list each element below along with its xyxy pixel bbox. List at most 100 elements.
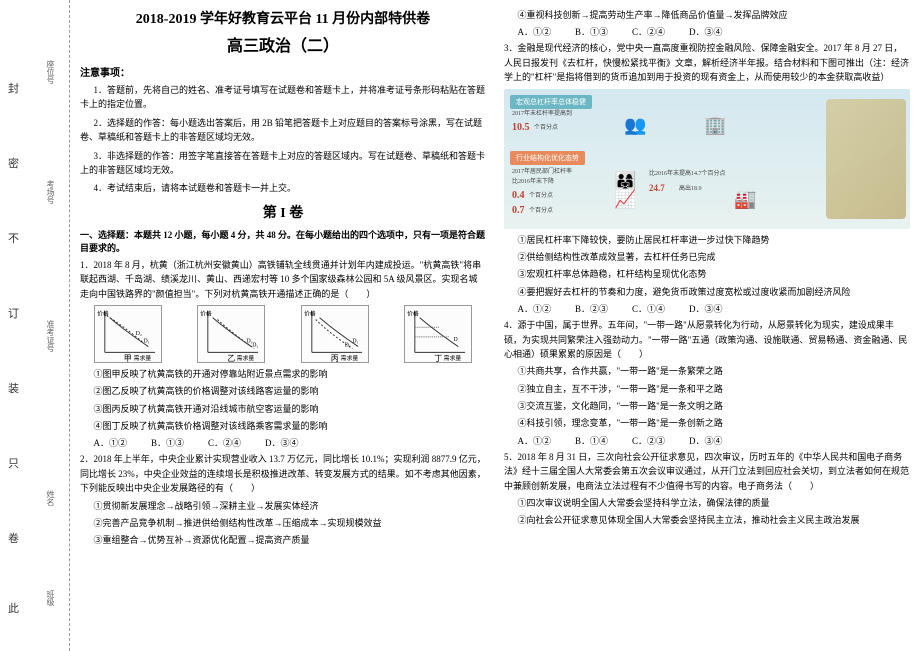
chart-label: 丙 bbox=[331, 353, 339, 364]
info-text: 个百分点 bbox=[534, 125, 558, 133]
q3-options: A．①② B．②③ C．①④ D．③④ bbox=[518, 302, 911, 315]
section-1-desc: 一、选择题：本题共 12 小题，每小题 4 分，共 48 分。在每小题给出的四个… bbox=[80, 228, 486, 254]
notice-item: 4．考试结束后，请将本试题卷和答题卡一并上交。 bbox=[80, 181, 486, 195]
q1-line: ③图丙反映了杭黄高铁开通对沿线城市航空客运量的影响 bbox=[80, 402, 486, 416]
svg-text:D₁: D₁ bbox=[352, 339, 358, 345]
q1-line: ①图甲反映了杭黄高铁的开通对停靠站附近景点需求的影响 bbox=[80, 367, 486, 381]
chart-yi: D₁D₂价格需求量 乙 bbox=[197, 305, 265, 363]
notice-item: 3．非选择题的作答：用签字笔直接答在答题卡上对应的答题区域内。写在试题卷、草稿纸… bbox=[80, 149, 486, 178]
chart-label: 丁 bbox=[434, 353, 442, 364]
side-field-seat: 座位号 bbox=[45, 60, 56, 84]
svg-text:价格: 价格 bbox=[200, 310, 212, 318]
opt-d: D．③④ bbox=[689, 25, 723, 38]
svg-text:价格: 价格 bbox=[97, 310, 109, 318]
exam-header: 2018-2019 学年好教育云平台 11 月份内部特供卷 bbox=[80, 8, 486, 28]
q4-line: ③交流互鉴，文化趋同，"一带一路"是一条文明之路 bbox=[504, 399, 910, 413]
svg-text:D₂: D₂ bbox=[344, 342, 350, 348]
coin-stack-icon bbox=[826, 99, 906, 219]
q4-stem: 4．源于中国，属于世界。五年间，"一带一路"从愿景转化为行动，从愿景转化为现实，… bbox=[504, 318, 910, 361]
opt-a: A．①② bbox=[94, 436, 128, 449]
chart-label: 乙 bbox=[227, 353, 235, 364]
svg-text:价格: 价格 bbox=[304, 310, 316, 318]
opt-a: A．①② bbox=[518, 302, 552, 315]
info-value: 0.4 bbox=[512, 189, 525, 202]
side-field-room: 考场号 bbox=[45, 180, 56, 204]
side-marker: 装 bbox=[8, 380, 19, 396]
opt-b: B．①③ bbox=[151, 436, 184, 449]
side-marker: 密 bbox=[8, 155, 19, 171]
opt-b: B．①④ bbox=[575, 434, 608, 447]
info-band: 行业结构化优化态势 bbox=[510, 151, 585, 165]
opt-d: D．③④ bbox=[689, 434, 723, 447]
q3-line: ①居民杠杆率下降较快，要防止居民杠杆率进一步过快下降趋势 bbox=[504, 233, 910, 247]
opt-c: C．①④ bbox=[632, 302, 665, 315]
opt-c: C．②④ bbox=[632, 25, 665, 38]
q1-stem: 1．2018 年 8 月，杭黄（浙江杭州安徽黄山）高铁铺轨全线贯通并计划年内建成… bbox=[80, 258, 486, 301]
content-area: 2018-2019 学年好教育云平台 11 月份内部特供卷 高三政治（二） 注意… bbox=[80, 8, 910, 551]
svg-text:D₂: D₂ bbox=[252, 342, 258, 348]
info-value: 10.5 bbox=[512, 121, 530, 134]
info-text: 比2016年末提高14.7个百分点 bbox=[649, 171, 726, 179]
q3-line: ②供给侧结构性改革成效显著，去杠杆任务已完成 bbox=[504, 250, 910, 264]
svg-text:D: D bbox=[454, 337, 458, 343]
q2-stem: 2．2018 年上半年，中央企业累计实现营业收入 13.7 万亿元，同比增长 1… bbox=[80, 452, 486, 495]
section-1-title: 第 I 卷 bbox=[80, 202, 486, 222]
svg-text:D₂: D₂ bbox=[135, 331, 141, 337]
svg-text:需求量: 需求量 bbox=[237, 354, 255, 362]
info-text: 2017年末杠杆率提高到 bbox=[512, 111, 572, 119]
info-text: 高出18.9 bbox=[679, 186, 702, 194]
opt-c: C．②③ bbox=[632, 434, 665, 447]
building-icon: 🏢 bbox=[704, 115, 726, 136]
side-marker: 封 bbox=[8, 80, 19, 96]
right-column: ④重视科技创新→提高劳动生产率→降低商品价值量→发挥品牌效应 A．①② B．①③… bbox=[504, 8, 910, 551]
trend-icon: 📈 bbox=[614, 189, 636, 210]
q3-line: ④要把握好去杠杆的节奏和力度，避免货币政策过度宽松或过度收紧而加剧经济风险 bbox=[504, 285, 910, 299]
notice-item: 2．选择题的作答：每小题选出答案后，用 2B 铅笔把答题卡上对应题目的答案标号涂… bbox=[80, 116, 486, 145]
q2-options: A．①② B．①③ C．②④ D．③④ bbox=[518, 25, 911, 38]
side-marker: 卷 bbox=[8, 530, 19, 546]
q1-charts: D₁D₂价格需求量 甲 D₁D₂价格需求量 乙 D₁D₂价格需求量 丙 D价格需… bbox=[80, 305, 486, 363]
info-text: 个百分点 bbox=[529, 193, 553, 201]
q3-infographic: 宏观总杠杆率总体稳健 2017年末杠杆率提高到 10.5 个百分点 👥 🏢 行业… bbox=[504, 89, 910, 229]
side-field-idnum: 准考证号 bbox=[45, 320, 56, 352]
q2-line: ①贯彻新发展理念→战略引领→深耕主业→发展实体经济 bbox=[80, 499, 486, 513]
side-marker: 不 bbox=[8, 230, 19, 246]
side-field-class: 班级 bbox=[45, 590, 56, 606]
info-value: 24.7 bbox=[649, 183, 665, 195]
q5-line: ②向社会公开征求意见体现全国人大常委会坚持民主立法，推动社会主义民主政治发展 bbox=[504, 513, 910, 527]
notice-item: 1．答题前，先将自己的姓名、准考证号填写在试题卷和答题卡上，并将准考证号条形码粘… bbox=[80, 83, 486, 112]
info-text: 比2016年末下降 bbox=[512, 179, 554, 187]
svg-text:需求量: 需求量 bbox=[341, 354, 359, 362]
q1-options: A．①② B．①③ C．②④ D．③④ bbox=[94, 436, 487, 449]
q5-stem: 5．2018 年 8 月 31 日，三次向社会公开征求意见，四次审议，历时五年的… bbox=[504, 450, 910, 493]
svg-text:价格: 价格 bbox=[407, 310, 419, 318]
opt-b: B．①③ bbox=[575, 25, 608, 38]
svg-text:需求量: 需求量 bbox=[444, 354, 462, 362]
q4-line: ④科技引领，理念变革，"一带一路"是一条创新之路 bbox=[504, 416, 910, 430]
info-text: 2017年居民部门杠杆率 bbox=[512, 169, 572, 177]
exam-subtitle: 高三政治（二） bbox=[80, 32, 486, 56]
info-value: 0.7 bbox=[512, 204, 525, 217]
svg-text:需求量: 需求量 bbox=[134, 354, 152, 362]
q1-line: ②图乙反映了杭黄高铁的价格调整对该线路客运量的影响 bbox=[80, 384, 486, 398]
opt-a: A．①② bbox=[518, 434, 552, 447]
side-marker: 只 bbox=[8, 455, 19, 471]
chart-ding: D 价格需求量 丁 bbox=[404, 305, 472, 363]
q4-line: ②独立自主，互不干涉，"一带一路"是一条和平之路 bbox=[504, 382, 910, 396]
chart-bing: D₁D₂ 价格需求量 丙 bbox=[301, 305, 369, 363]
notice-heading: 注意事项： bbox=[80, 64, 486, 79]
q4-line: ①共商共享，合作共赢，"一带一路"是一条繁荣之路 bbox=[504, 364, 910, 378]
q2-line: ②完善产品竞争机制→推进供给侧结构性改革→压缩成本→实现规模效益 bbox=[80, 516, 486, 530]
chart-jia: D₁D₂价格需求量 甲 bbox=[94, 305, 162, 363]
people-icon: 👥 bbox=[624, 115, 646, 136]
q5-line: ①四次审议说明全国人大常委会坚持科学立法，确保法律的质量 bbox=[504, 496, 910, 510]
opt-b: B．②③ bbox=[575, 302, 608, 315]
info-text: 个百分点 bbox=[529, 208, 553, 216]
q3-stem: 3．金融是现代经济的核心，党中央一直高度重视防控金融风险、保障金融安全。2017… bbox=[504, 41, 910, 84]
q2-line: ④重视科技创新→提高劳动生产率→降低商品价值量→发挥品牌效应 bbox=[504, 8, 910, 22]
left-column: 2018-2019 学年好教育云平台 11 月份内部特供卷 高三政治（二） 注意… bbox=[80, 8, 486, 551]
opt-d: D．③④ bbox=[689, 302, 723, 315]
opt-c: C．②④ bbox=[208, 436, 241, 449]
q3-line: ③宏观杠杆率总体趋稳，杠杆结构呈现优化态势 bbox=[504, 267, 910, 281]
side-field-name: 姓名 bbox=[45, 490, 56, 506]
